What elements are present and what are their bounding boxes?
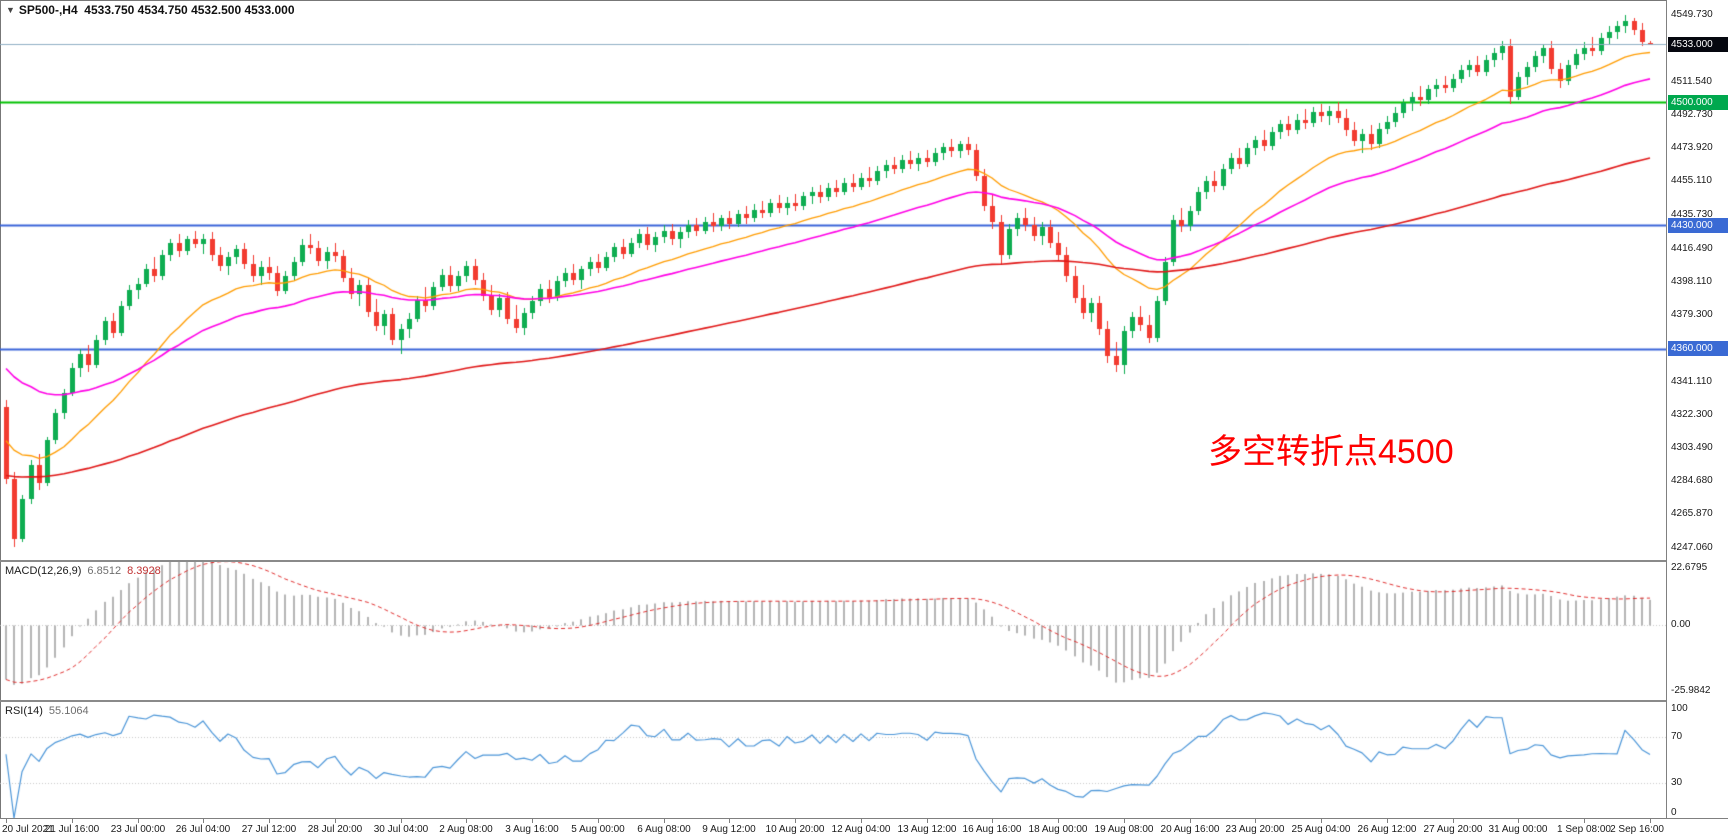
macd-main-value: 6.8512 [87, 565, 122, 577]
time-axis-label: 12 Aug 04:00 [831, 824, 891, 835]
time-axis-label: 6 Aug 08:00 [637, 824, 691, 835]
symbol-header: ▼ SP500-,H4 4533.750 4534.750 4532.500 45… [6, 3, 295, 17]
time-axis-label: 5 Aug 00:00 [571, 824, 625, 835]
time-axis-tick [992, 819, 993, 823]
macd-axis-label: -25.9842 [1671, 685, 1711, 696]
time-axis-label: 23 Aug 20:00 [1225, 824, 1285, 835]
price-chart-canvas[interactable] [0, 0, 1666, 560]
time-axis-tick [729, 819, 730, 823]
rsi-axis-label: 70 [1671, 730, 1683, 742]
chart-text-annotation[interactable]: 多空转折点4500 [1208, 433, 1454, 471]
time-axis-tick [1584, 819, 1585, 823]
price-tag: 4430.000 [1668, 217, 1728, 233]
macd-indicator-canvas[interactable] [0, 562, 1666, 700]
time-axis-tick [1387, 819, 1388, 823]
time-axis-tick [1650, 819, 1651, 823]
time-axis-label: 1 Sep 08:00 [1557, 824, 1611, 835]
time-axis-label: 3 Aug 16:00 [505, 824, 559, 835]
price-axis-label: 4303.490 [1671, 442, 1713, 454]
time-axis-tick [138, 819, 139, 823]
rsi-axis-label: 0 [1671, 807, 1677, 818]
time-axis-tick [6, 819, 7, 823]
ohlc-readout: 4533.750 4534.750 4532.500 4533.000 [84, 3, 295, 17]
time-axis-tick [1518, 819, 1519, 823]
rsi-value: 55.1064 [48, 705, 89, 717]
panel-divider-macd[interactable] [0, 560, 1728, 562]
price-axis-label: 4284.680 [1671, 475, 1713, 487]
collapse-triangle-icon[interactable]: ▼ [6, 5, 15, 15]
time-axis-label: 2 Sep 16:00 [1610, 824, 1664, 835]
time-axis-tick [532, 819, 533, 823]
time-axis-label: 10 Aug 20:00 [765, 824, 825, 835]
time-axis-tick [664, 819, 665, 823]
time-axis-tick [927, 819, 928, 823]
price-axis-label: 4435.730 [1671, 209, 1713, 221]
symbol-timeframe-label: SP500-,H4 [18, 3, 78, 17]
time-axis-tick [1190, 819, 1191, 823]
time-axis-label: 31 Aug 00:00 [1488, 824, 1548, 835]
time-axis-tick [203, 819, 204, 823]
rsi-label: RSI(14) 55.1064 [5, 705, 89, 717]
time-axis-label: 20 Aug 16:00 [1160, 824, 1220, 835]
price-axis-label: 4265.870 [1671, 508, 1713, 520]
price-axis-label: 4416.490 [1671, 243, 1713, 255]
macd-label: MACD(12,26,9) 6.8512 8.3928 [5, 565, 161, 577]
time-axis-label: 26 Aug 12:00 [1357, 824, 1417, 835]
price-axis-label: 4511.540 [1671, 75, 1712, 87]
time-axis-tick [401, 819, 402, 823]
macd-name: MACD(12,26,9) [5, 565, 82, 577]
time-axis[interactable]: 20 Jul 2021 21 Jul 16:00 23 Jul 00:00 26 Ju… [0, 818, 1728, 840]
time-axis-tick [1453, 819, 1454, 823]
time-axis-label: 26 Jul 04:00 [175, 824, 231, 835]
price-axis-label: 4492.730 [1671, 108, 1713, 120]
price-axis-label: 4247.060 [1671, 541, 1713, 553]
price-axis-label: 4398.110 [1671, 275, 1712, 287]
macd-axis-label: 22.6795 [1671, 562, 1708, 573]
time-axis-tick [598, 819, 599, 823]
time-axis-label: 25 Aug 04:00 [1291, 824, 1351, 835]
macd-axis-label: 0.00 [1671, 618, 1691, 630]
time-axis-label: 20 Jul 2021 [2, 824, 54, 835]
price-axis-label: 4379.300 [1671, 308, 1713, 320]
panel-divider-rsi[interactable] [0, 700, 1728, 702]
time-axis-tick [72, 819, 73, 823]
time-axis-label: 28 Jul 20:00 [307, 824, 363, 835]
time-axis-tick [1321, 819, 1322, 823]
time-axis-label: 9 Aug 12:00 [702, 824, 756, 835]
time-axis-label: 19 Aug 08:00 [1094, 824, 1154, 835]
time-axis-label: 2 Aug 08:00 [439, 824, 493, 835]
time-axis-label: 16 Aug 16:00 [962, 824, 1022, 835]
price-axis-label: 4473.920 [1671, 142, 1713, 154]
time-axis-label: 13 Aug 12:00 [897, 824, 957, 835]
time-axis-tick [1058, 819, 1059, 823]
time-axis-label: 27 Aug 20:00 [1423, 824, 1483, 835]
time-axis-tick [335, 819, 336, 823]
rsi-axis-label: 100 [1671, 703, 1688, 714]
time-axis-tick [269, 819, 270, 823]
time-axis-tick [466, 819, 467, 823]
time-axis-tick [861, 819, 862, 823]
time-axis-label: 27 Jul 12:00 [241, 824, 297, 835]
time-axis-tick [1255, 819, 1256, 823]
time-axis-label: 21 Jul 16:00 [44, 824, 100, 835]
rsi-axis-label: 30 [1671, 777, 1683, 789]
price-axis-label: 4455.110 [1671, 175, 1712, 187]
macd-signal-value: 8.3928 [127, 565, 161, 577]
price-tag: 4360.000 [1668, 341, 1728, 357]
price-tag: 4500.000 [1668, 94, 1728, 110]
price-axis-label: 4549.730 [1671, 8, 1713, 20]
rsi-indicator-canvas[interactable] [0, 702, 1666, 818]
time-axis-tick [795, 819, 796, 823]
price-axis[interactable]: 4549.730 4511.540 4492.730 4473.920 4455.110… [1666, 0, 1728, 818]
time-axis-label: 23 Jul 00:00 [110, 824, 166, 835]
time-axis-label: 30 Jul 04:00 [373, 824, 429, 835]
time-axis-tick [1124, 819, 1125, 823]
price-axis-label: 4322.300 [1671, 409, 1713, 421]
price-tag: 4533.000 [1668, 36, 1728, 52]
rsi-name: RSI(14) [5, 705, 43, 717]
price-axis-label: 4341.110 [1671, 375, 1712, 387]
time-axis-label: 18 Aug 00:00 [1028, 824, 1088, 835]
